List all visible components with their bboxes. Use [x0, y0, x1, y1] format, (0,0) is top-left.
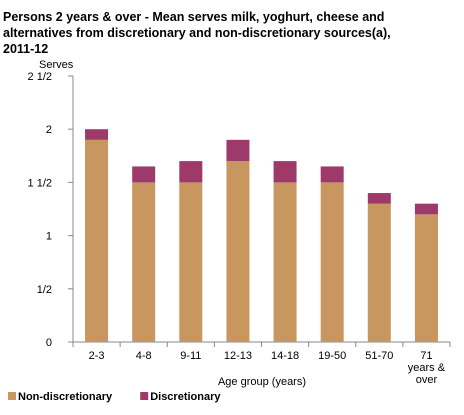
bar-non-discretionary-3 — [226, 161, 250, 342]
bar-non-discretionary-7 — [414, 214, 438, 342]
x-tick-label-2: 9-11 — [180, 350, 201, 362]
x-tick-label-1: 4-8 — [136, 350, 152, 362]
y-tick-label-4: 2 — [46, 124, 52, 136]
bar-discretionary-2 — [179, 161, 203, 183]
y-tick-label-0: 0 — [46, 337, 52, 349]
y-tick-label-5: 2 1/2 — [28, 71, 52, 83]
bar-non-discretionary-5 — [320, 182, 344, 342]
bar-non-discretionary-4 — [273, 182, 297, 342]
bar-non-discretionary-1 — [132, 182, 156, 342]
x-tick-label-6: 51-70 — [365, 350, 393, 362]
y-tick-label-2: 1 — [46, 231, 52, 243]
bar-discretionary-7 — [414, 203, 438, 215]
y-tick-label-1: 1/2 — [37, 284, 52, 296]
bar-discretionary-1 — [132, 166, 156, 183]
legend-label-1: Discretionary — [150, 391, 221, 403]
bar-non-discretionary-6 — [367, 203, 391, 342]
x-tick-label-3: 12-13 — [224, 350, 252, 362]
legend-label-0: Non-discretionary — [18, 391, 113, 403]
bar-non-discretionary-0 — [85, 139, 109, 342]
bar-non-discretionary-2 — [179, 182, 203, 342]
x-tick-label-7: 71 years & over — [408, 350, 446, 386]
bar-discretionary-0 — [85, 129, 109, 140]
bar-discretionary-3 — [226, 139, 250, 162]
x-tick-label-4: 14-18 — [271, 350, 299, 362]
x-tick-label-0: 2-3 — [89, 350, 105, 362]
bar-discretionary-4 — [273, 161, 297, 183]
chart-title: Persons 2 years & over - Mean serves mil… — [3, 10, 391, 56]
bar-discretionary-5 — [320, 166, 344, 183]
legend-swatch-1 — [140, 392, 149, 400]
bar-discretionary-6 — [367, 193, 391, 204]
legend-swatch-0 — [8, 392, 16, 400]
x-axis-label: Age group (years) — [218, 376, 306, 388]
x-tick-label-5: 19-50 — [318, 350, 346, 362]
y-tick-label-3: 1 1/2 — [28, 177, 52, 189]
y-axis-label: Serves — [39, 59, 74, 71]
